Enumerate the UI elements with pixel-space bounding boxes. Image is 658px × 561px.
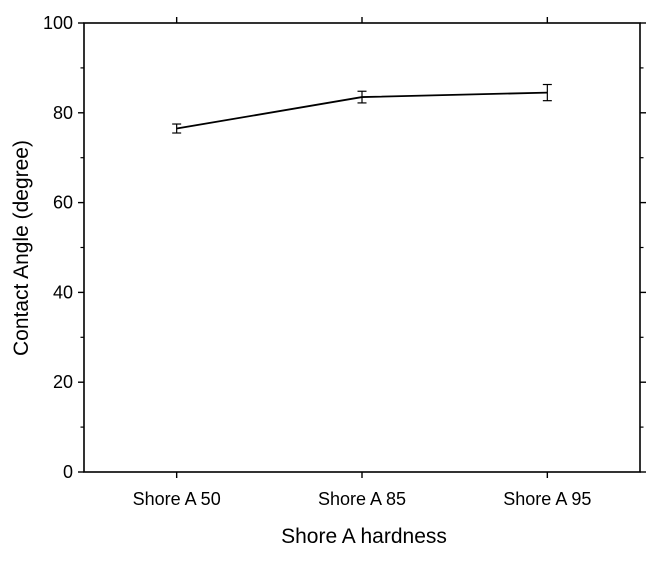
plot-frame bbox=[83, 22, 641, 473]
x-tick-label: Shore A 50 bbox=[133, 489, 221, 509]
x-axis-title: Shore A hardness bbox=[281, 525, 447, 548]
y-tick-label: 20 bbox=[53, 372, 73, 392]
y-tick-label: 100 bbox=[43, 13, 73, 33]
x-tick-label: Shore A 95 bbox=[503, 489, 591, 509]
y-tick-label: 80 bbox=[53, 103, 73, 123]
y-tick-label: 40 bbox=[53, 282, 73, 302]
x-tick-label: Shore A 85 bbox=[318, 489, 406, 509]
y-tick-label: 60 bbox=[53, 193, 73, 213]
y-axis-title: Contact Angle (degree) bbox=[10, 140, 33, 356]
y-tick-label: 0 bbox=[63, 462, 73, 482]
